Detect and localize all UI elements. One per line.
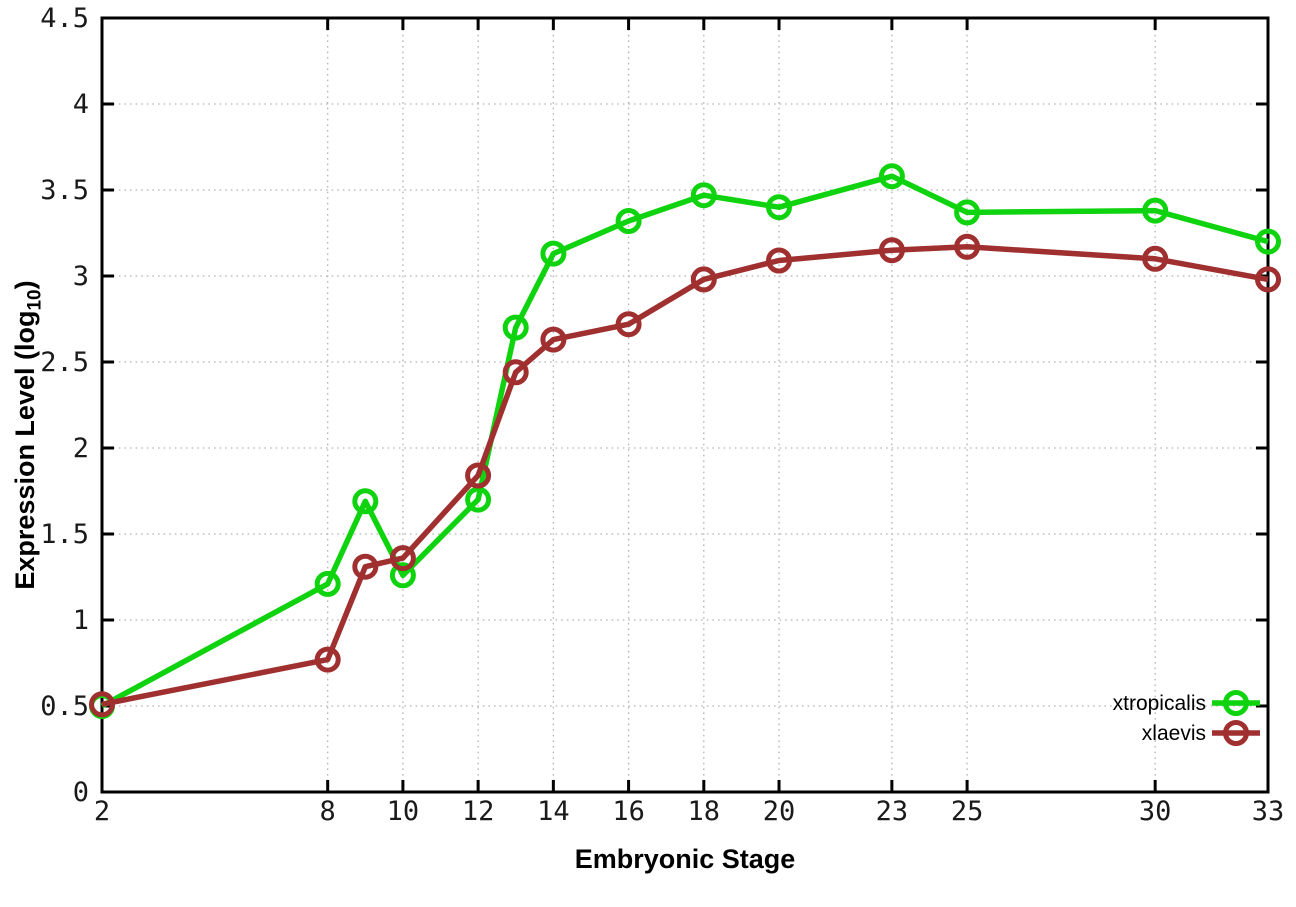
data-point-xlaevis-18 bbox=[690, 266, 717, 293]
data-point-xtropicalis-14 bbox=[540, 240, 567, 267]
data-point-xtropicalis-30 bbox=[1142, 197, 1169, 224]
data-point-xlaevis-14 bbox=[540, 326, 567, 353]
y-tick-label-1.5: 1.5 bbox=[40, 519, 89, 550]
data-point-xlaevis-25 bbox=[954, 233, 981, 260]
y-tick-label-4: 4 bbox=[73, 89, 89, 120]
legend-marker-xlaevis bbox=[1223, 720, 1249, 746]
series-line-xtropicalis bbox=[100, 173, 1269, 709]
y-tick-label-4.5: 4.5 bbox=[40, 3, 89, 34]
legend-marker-xtropicalis bbox=[1223, 690, 1249, 716]
data-point-xtropicalis-25 bbox=[954, 199, 981, 226]
x-tick-label-30: 30 bbox=[1139, 796, 1172, 827]
x-tick-label-12: 12 bbox=[462, 796, 495, 827]
data-point-xlaevis-2 bbox=[89, 691, 115, 718]
data-point-xlaevis-12 bbox=[465, 462, 492, 489]
plot-border bbox=[100, 16, 1270, 794]
legend-label-xlaevis: xlaevis bbox=[1142, 722, 1206, 745]
y-axis-title-suffix: ) bbox=[10, 280, 40, 290]
data-point-xlaevis-33 bbox=[1255, 266, 1281, 293]
y-tick-label-1: 1 bbox=[73, 605, 89, 636]
data-point-xtropicalis-8 bbox=[314, 570, 341, 597]
y-tick-label-3.5: 3.5 bbox=[40, 175, 89, 206]
y-tick-label-2.5: 2.5 bbox=[40, 347, 89, 378]
x-tick-label-23: 23 bbox=[876, 796, 909, 827]
x-axis-title: Embryonic Stage bbox=[574, 844, 796, 874]
data-point-xlaevis-8 bbox=[314, 646, 341, 673]
y-axis-title-text: Expression Level (log bbox=[10, 310, 40, 590]
data-point-xlaevis-23 bbox=[878, 237, 905, 264]
x-tick-label-16: 16 bbox=[612, 796, 645, 827]
x-tick-label-2: 2 bbox=[94, 796, 110, 827]
y-tick-label-0: 0 bbox=[73, 777, 89, 808]
x-tick-label-14: 14 bbox=[537, 796, 570, 827]
x-tick-label-20: 20 bbox=[763, 796, 796, 827]
data-point-xtropicalis-9 bbox=[352, 488, 379, 515]
x-tick-label-25: 25 bbox=[951, 796, 984, 827]
y-tick-label-3: 3 bbox=[73, 261, 89, 292]
x-tick-label-18: 18 bbox=[688, 796, 721, 827]
data-point-xlaevis-20 bbox=[766, 247, 792, 274]
data-point-xlaevis-16 bbox=[615, 311, 642, 338]
data-point-xtropicalis-12 bbox=[465, 486, 492, 513]
data-point-xtropicalis-23 bbox=[878, 163, 905, 190]
y-tick-label-2: 2 bbox=[73, 433, 89, 464]
data-point-xlaevis-9 bbox=[352, 553, 379, 580]
data-point-xtropicalis-13 bbox=[502, 314, 529, 341]
legend-label-xtropicalis: xtropicalis bbox=[1113, 692, 1206, 715]
series-line-xlaevis bbox=[101, 244, 1269, 707]
data-point-xtropicalis-16 bbox=[615, 208, 642, 234]
x-tick-label-33: 33 bbox=[1252, 796, 1285, 827]
x-tick-label-10: 10 bbox=[387, 796, 420, 827]
data-point-xtropicalis-10 bbox=[389, 562, 416, 589]
data-point-xtropicalis-33 bbox=[1255, 228, 1281, 255]
y-axis-title: Expression Level (log10) bbox=[10, 220, 46, 650]
data-point-xlaevis-13 bbox=[502, 359, 529, 386]
data-point-xlaevis-30 bbox=[1142, 245, 1169, 272]
x-tick-label-8: 8 bbox=[320, 796, 336, 827]
data-point-xtropicalis-20 bbox=[766, 194, 792, 221]
y-axis-title-subscript: 10 bbox=[24, 289, 46, 311]
data-point-xtropicalis-18 bbox=[690, 182, 717, 209]
data-point-xlaevis-10 bbox=[389, 545, 416, 572]
y-tick-label-0.5: 0.5 bbox=[40, 691, 89, 722]
